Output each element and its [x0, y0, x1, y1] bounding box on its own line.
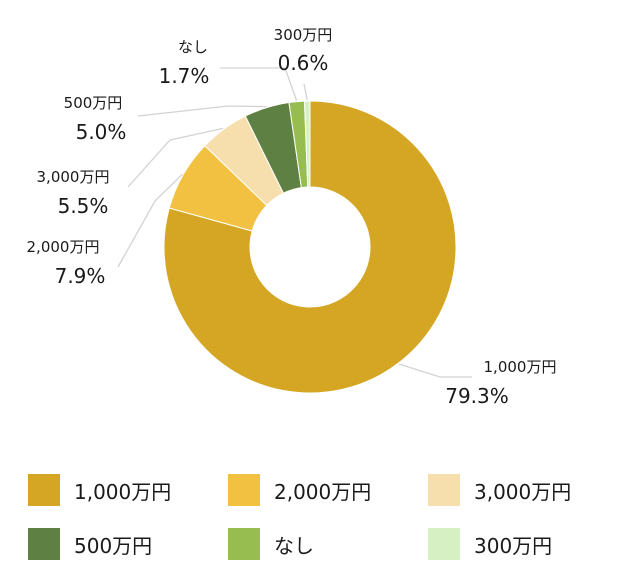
leader-line-2000man — [117, 173, 183, 268]
legend-label: 1,000万円 — [74, 479, 172, 504]
donut-chart: 1,000万円 79.3% 2,000万円 7.9% 3,000万円 5.5% 500万円 5… — [27, 26, 557, 408]
legend-item-2000man: 2,000万円 — [228, 474, 428, 506]
legend-label: 300万円 — [474, 533, 553, 558]
legend-label: なし — [274, 533, 314, 558]
leader-line-500man — [137, 105, 267, 117]
slice-label-percent-1000man: 79.3% — [445, 384, 509, 408]
leader-line-300man — [303, 83, 308, 101]
legend-swatch — [28, 528, 60, 560]
slice-labels: 1,000万円 79.3% 2,000万円 7.9% 3,000万円 5.5% 500万円 5… — [27, 26, 557, 408]
slice-1000man — [163, 100, 457, 394]
slice-label-category-nashi: なし — [178, 38, 208, 56]
legend-swatch — [428, 474, 460, 506]
donut-slices — [163, 100, 457, 394]
slice-label-category-3000man: 3,000万円 — [37, 168, 110, 186]
slice-label-category-2000man: 2,000万円 — [27, 238, 100, 256]
slice-label-percent-3000man: 5.5% — [58, 194, 109, 218]
legend-swatch — [228, 474, 260, 506]
slice-label-percent-300man: 0.6% — [278, 51, 329, 75]
leader-line-3000man — [127, 127, 224, 188]
slice-label-percent-500man: 5.0% — [76, 120, 127, 144]
legend-label: 3,000万円 — [474, 479, 572, 504]
legend-item-nashi: なし — [228, 528, 428, 560]
legend-item-1000man: 1,000万円 — [28, 474, 228, 506]
legend-label: 2,000万円 — [274, 479, 372, 504]
slice-label-percent-nashi: 1.7% — [159, 64, 210, 88]
legend-swatch — [228, 528, 260, 560]
legend-label: 500万円 — [74, 533, 153, 558]
slice-300man — [303, 100, 311, 188]
slice-label-percent-2000man: 7.9% — [55, 264, 106, 288]
legend-item-500man: 500万円 — [28, 528, 228, 560]
legend-item-3000man: 3,000万円 — [428, 474, 608, 506]
slice-label-category-300man: 300万円 — [274, 26, 333, 44]
leader-lines — [117, 67, 472, 378]
leader-line-nashi — [220, 67, 298, 101]
leader-line-1000man — [398, 363, 472, 378]
legend-swatch — [428, 528, 460, 560]
slice-label-category-1000man: 1,000万円 — [484, 358, 557, 376]
legend-swatch — [28, 474, 60, 506]
slice-label-category-500man: 500万円 — [64, 94, 123, 112]
legend-item-300man: 300万円 — [428, 528, 608, 560]
legend: 1,000万円 2,000万円 3,000万円 500万円 なし 300万円 — [28, 474, 608, 560]
